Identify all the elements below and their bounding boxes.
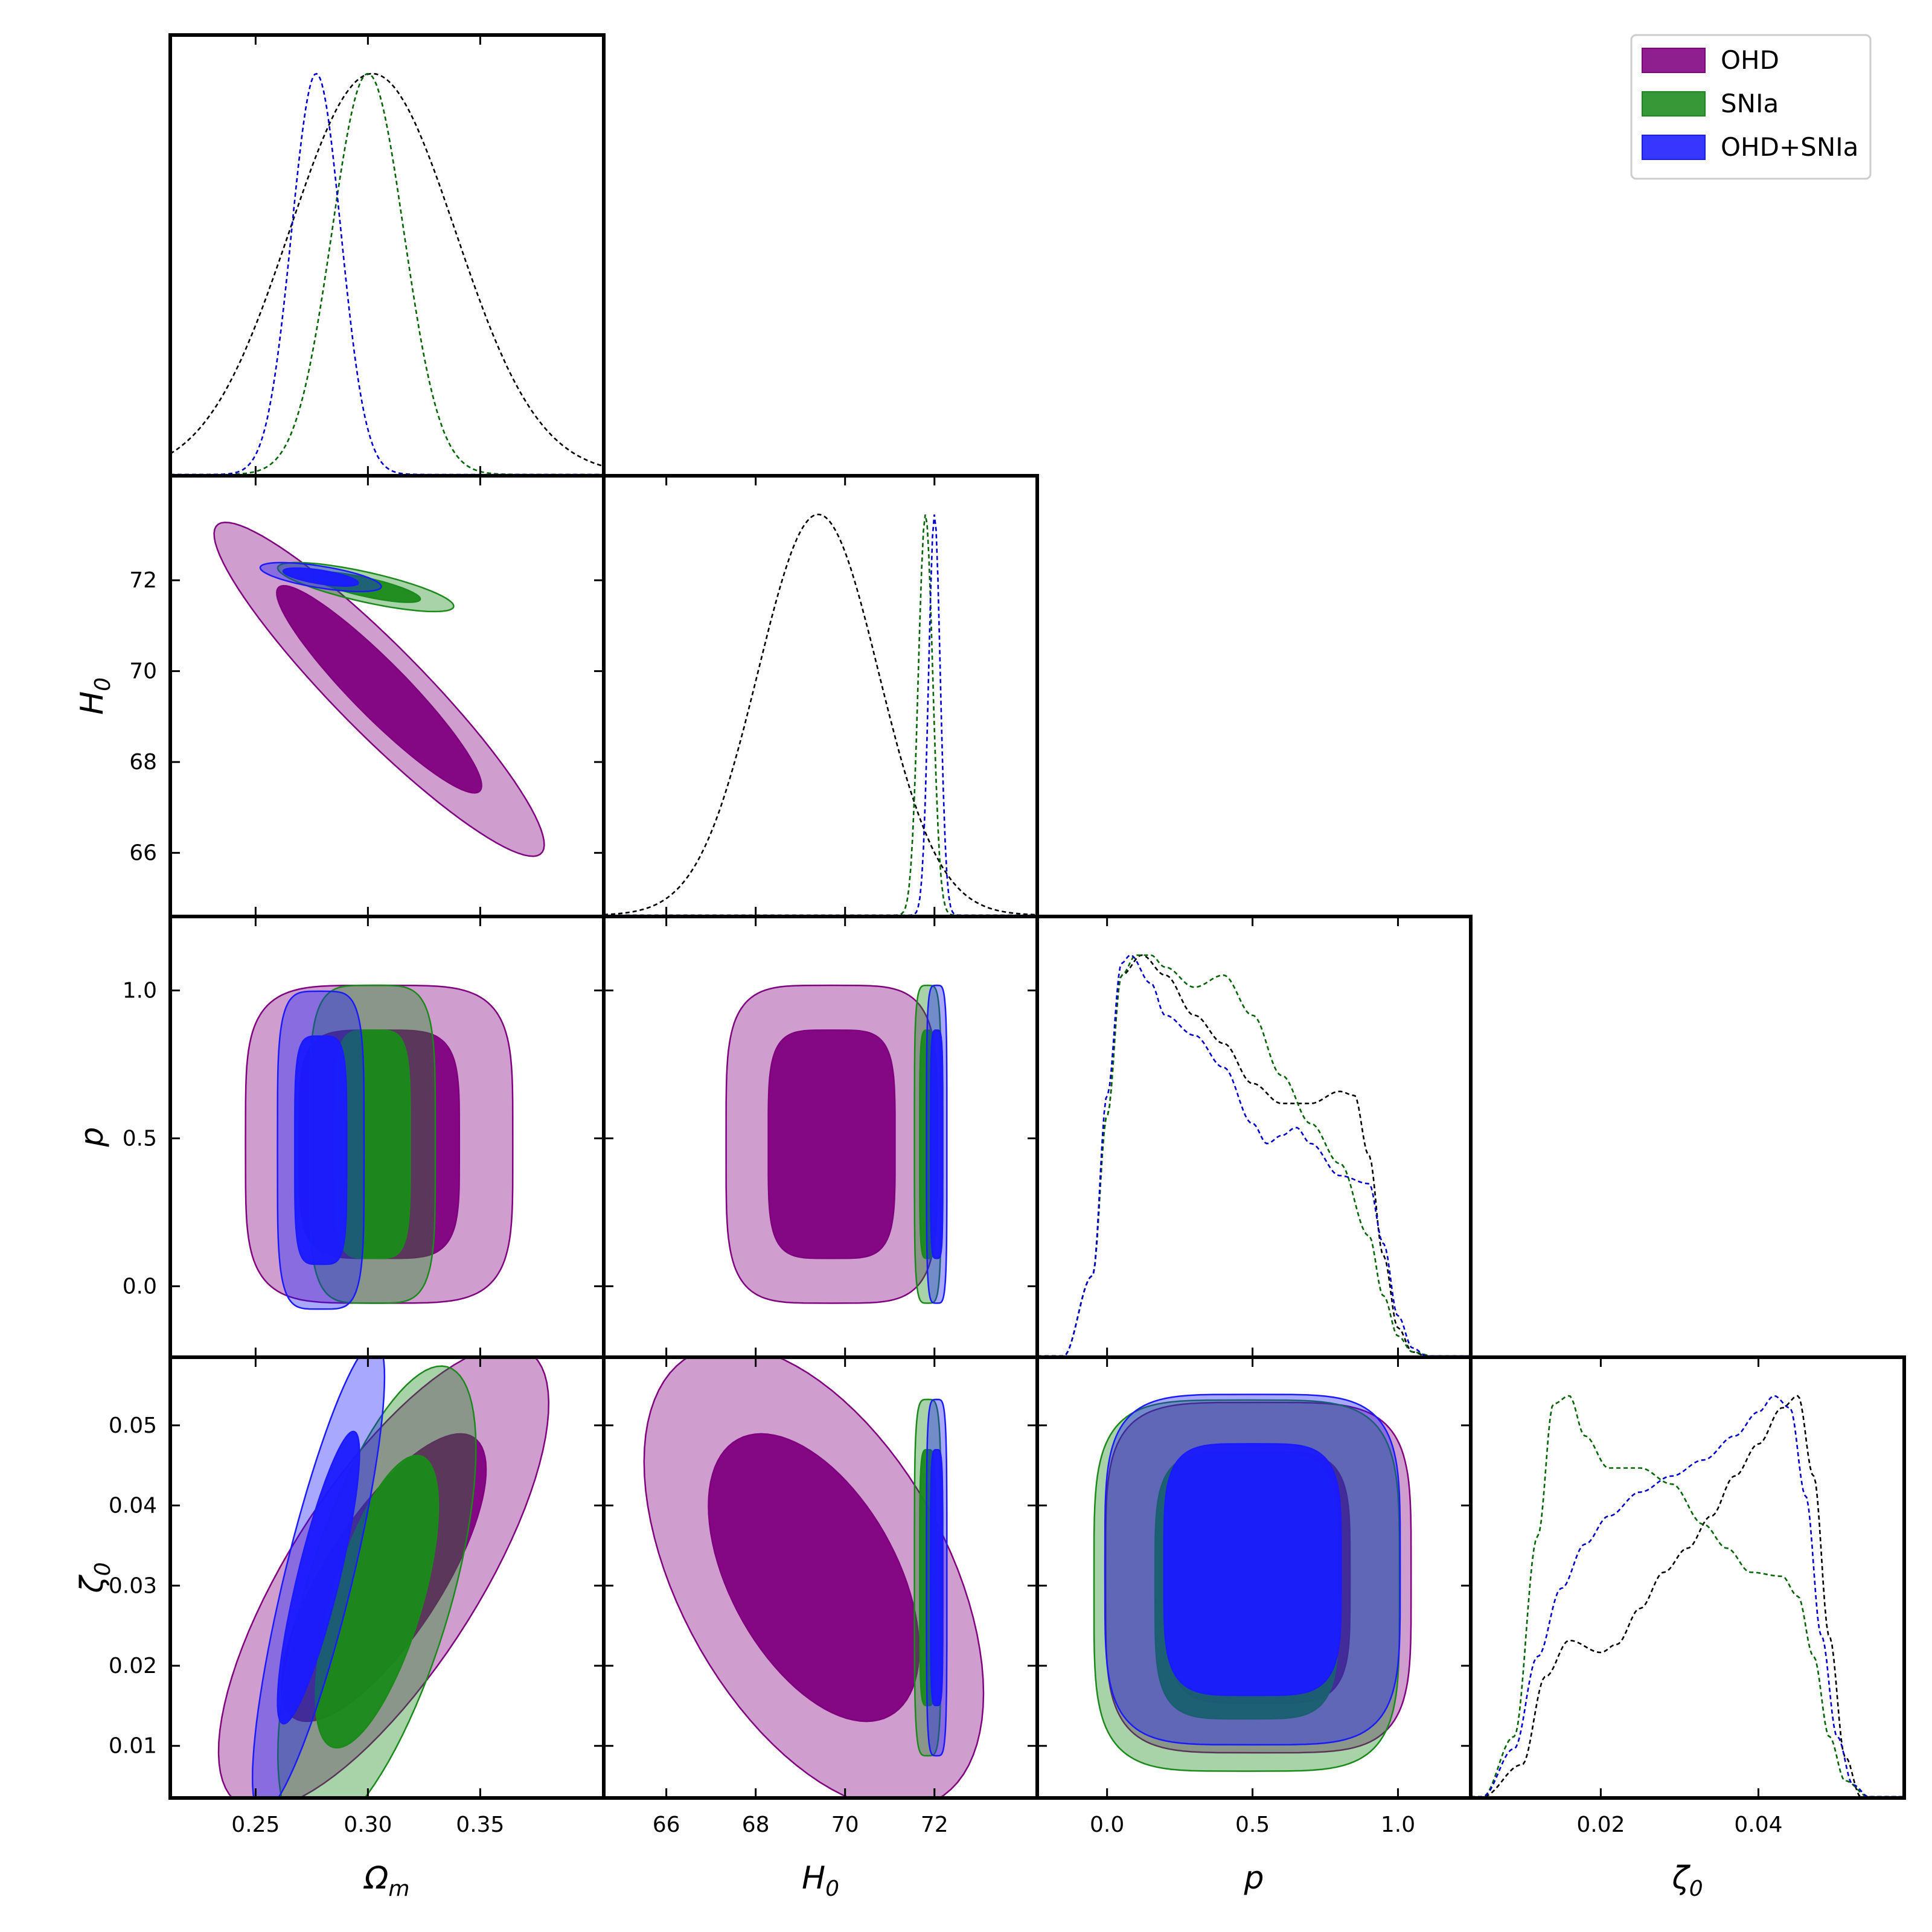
y-tick-label: 1.0	[123, 978, 157, 1003]
x-tick-label: 72	[921, 1812, 948, 1837]
y-axis-label-z0: ζ0	[74, 1562, 115, 1593]
x-axis-label-p: p	[1243, 1860, 1264, 1896]
y-tick-label: 0.02	[109, 1654, 157, 1678]
marginal-ohd-snia-curve	[1471, 1395, 1904, 1798]
contour-68-ohd	[276, 584, 482, 794]
x-tick-label: 0.02	[1576, 1812, 1625, 1837]
y-tick-label: 0.0	[123, 1274, 157, 1299]
y-tick-label: 0.03	[109, 1573, 157, 1598]
x-tick-label: 66	[653, 1812, 680, 1837]
marginal-snia-curve	[170, 72, 604, 476]
panel-frame	[1035, 915, 1473, 1359]
contour-68-ohd	[708, 1433, 920, 1722]
y-tick-label: 0.5	[123, 1126, 157, 1151]
y-tick-label: 0.01	[109, 1734, 157, 1759]
legend-swatch-snia	[1642, 91, 1706, 117]
contour-68-ohd-snia	[930, 1448, 944, 1707]
x-tick-label: 0.0	[1090, 1812, 1124, 1837]
legend-label-ohd-snia: OHD+SNIa	[1721, 132, 1858, 162]
contour-68-ohd-snia	[930, 1029, 944, 1259]
contour-68-ohd	[767, 1029, 896, 1259]
panel-frame	[602, 474, 1039, 918]
x-axis-label-z0: ζ0	[1671, 1860, 1703, 1901]
marginal-snia-curve	[604, 514, 1037, 916]
y-tick-label: 68	[129, 750, 157, 775]
y-tick-label: 70	[129, 659, 157, 684]
y-tick-label: 0.04	[109, 1494, 157, 1518]
panel-z0-z0	[1471, 1395, 1904, 1798]
marginal-ohd-curve	[1471, 1395, 1904, 1798]
marginal-snia-curve	[1037, 954, 1471, 1357]
panel-frame	[1469, 1355, 1906, 1800]
contour-68-ohd-snia	[282, 567, 359, 587]
marginal-snia-curve	[1471, 1395, 1904, 1798]
panel-Om-Om	[170, 72, 604, 476]
x-tick-label: 1.0	[1381, 1812, 1415, 1837]
x-tick-label: 0.35	[456, 1812, 504, 1837]
x-tick-label: 70	[831, 1812, 859, 1837]
marginal-ohd-snia-curve	[170, 72, 604, 476]
x-tick-label: 0.5	[1235, 1812, 1270, 1837]
x-axis-label-H0: H0	[802, 1860, 839, 1901]
legend-swatch-ohd-snia	[1642, 135, 1706, 160]
y-tick-label: 66	[129, 841, 157, 866]
x-tick-label: 68	[742, 1812, 770, 1837]
y-tick-label: 72	[129, 568, 157, 593]
legend-label-ohd: OHD	[1721, 45, 1779, 75]
panel-H0-H0	[604, 513, 1037, 916]
marginal-ohd-curve	[604, 513, 1037, 916]
contour-68-ohd-snia	[277, 1430, 360, 1725]
panels-layer: 66 68 70 72 0.0 0.5 1.0 0.25 0.30 0.35 0.01 0.02 0.0…	[74, 33, 1906, 1901]
panel-frame	[168, 33, 606, 478]
panel-p-z0	[1093, 1393, 1412, 1772]
legend-label-snia: SNIa	[1721, 89, 1779, 118]
contour-68-snia	[315, 1454, 440, 1749]
panel-H0-p	[725, 984, 948, 1304]
x-tick-label: 0.25	[231, 1812, 280, 1837]
x-axis-label-Om: Ωm	[363, 1860, 410, 1901]
marginal-ohd-curve	[170, 72, 604, 467]
contour-68-ohd-snia	[294, 1035, 348, 1265]
y-axis-label-H0: H0	[74, 677, 115, 715]
panel-Om-z0	[217, 1357, 550, 1798]
legend-swatch-ohd	[1642, 48, 1706, 73]
panel-Om-H0	[213, 521, 545, 857]
x-tick-label: 0.04	[1734, 1812, 1782, 1837]
contour-68-ohd-snia	[1163, 1443, 1342, 1697]
panel-Om-p	[245, 984, 514, 1310]
marginal-ohd-snia-curve	[1037, 954, 1471, 1357]
y-axis-label-p: p	[74, 1127, 110, 1147]
x-tick-label: 0.30	[344, 1812, 392, 1837]
y-tick-label: 0.05	[109, 1413, 157, 1438]
panel-H0-z0	[643, 1357, 985, 1798]
marginal-ohd-snia-curve	[604, 514, 1037, 916]
panel-p-p	[1037, 954, 1471, 1357]
legend: OHD SNIa OHD+SNIa	[1630, 34, 1872, 180]
